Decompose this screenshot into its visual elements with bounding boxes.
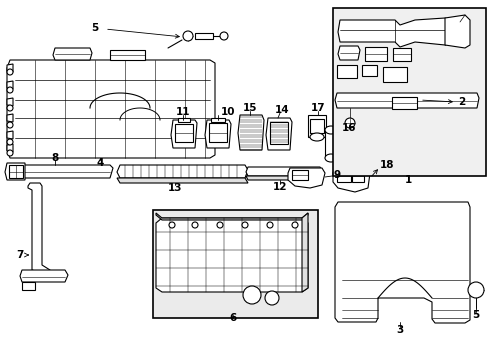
Bar: [269, 122, 287, 144]
Polygon shape: [7, 98, 13, 106]
Polygon shape: [7, 64, 13, 72]
Polygon shape: [7, 165, 113, 178]
Text: 5: 5: [471, 310, 479, 320]
Text: 13: 13: [167, 183, 182, 193]
Polygon shape: [265, 118, 291, 150]
Text: 2: 2: [457, 97, 465, 107]
Polygon shape: [334, 93, 478, 108]
Circle shape: [7, 105, 13, 111]
Text: 7: 7: [16, 250, 23, 260]
Text: 8: 8: [51, 153, 59, 163]
Polygon shape: [156, 218, 307, 292]
Polygon shape: [302, 213, 307, 292]
Ellipse shape: [309, 133, 324, 141]
Circle shape: [192, 222, 198, 228]
Polygon shape: [28, 183, 50, 278]
Circle shape: [264, 291, 279, 305]
Polygon shape: [210, 118, 224, 122]
Text: 3: 3: [396, 325, 403, 335]
Polygon shape: [204, 120, 230, 148]
Bar: [336, 65, 356, 78]
Text: 1: 1: [404, 175, 411, 185]
Circle shape: [7, 139, 13, 145]
Polygon shape: [7, 114, 13, 122]
Bar: [325, 130, 336, 158]
Text: 17: 17: [310, 103, 325, 113]
Circle shape: [217, 222, 223, 228]
Polygon shape: [20, 270, 68, 282]
Polygon shape: [117, 178, 247, 183]
Bar: [307, 115, 325, 137]
Bar: [195, 33, 213, 39]
Polygon shape: [245, 167, 321, 176]
Text: 9: 9: [332, 170, 340, 180]
Text: 4: 4: [96, 158, 103, 168]
Polygon shape: [156, 213, 307, 220]
Ellipse shape: [325, 154, 336, 162]
Polygon shape: [117, 165, 247, 178]
Text: 5: 5: [91, 23, 99, 33]
Circle shape: [7, 122, 13, 128]
Polygon shape: [337, 46, 359, 60]
Polygon shape: [5, 163, 25, 180]
Polygon shape: [334, 202, 469, 323]
Polygon shape: [110, 50, 145, 60]
Bar: [175, 124, 193, 142]
Circle shape: [7, 69, 13, 75]
Bar: [332, 8, 485, 176]
Circle shape: [183, 31, 193, 41]
Bar: [9, 165, 23, 178]
Polygon shape: [245, 176, 321, 180]
Polygon shape: [53, 48, 92, 60]
Circle shape: [242, 222, 247, 228]
Polygon shape: [7, 131, 13, 139]
Text: 18: 18: [379, 160, 394, 170]
Text: 12: 12: [272, 182, 286, 192]
Bar: [364, 47, 386, 61]
Bar: [208, 123, 226, 142]
Bar: [382, 67, 406, 82]
Polygon shape: [7, 144, 13, 152]
Circle shape: [169, 222, 175, 228]
Circle shape: [467, 282, 483, 298]
Circle shape: [220, 32, 227, 40]
Circle shape: [266, 222, 272, 228]
Polygon shape: [287, 168, 325, 188]
Text: 11: 11: [175, 107, 190, 117]
Polygon shape: [178, 118, 190, 122]
Text: 16: 16: [341, 123, 356, 133]
Polygon shape: [7, 81, 13, 89]
Circle shape: [7, 150, 13, 156]
Polygon shape: [332, 168, 369, 192]
Bar: [361, 65, 376, 76]
Polygon shape: [238, 115, 264, 150]
Bar: [291, 170, 307, 180]
Polygon shape: [171, 120, 197, 148]
Bar: [336, 170, 350, 182]
Circle shape: [345, 118, 354, 128]
Bar: [153, 210, 317, 318]
Polygon shape: [444, 15, 469, 48]
Text: 14: 14: [274, 105, 289, 115]
Circle shape: [291, 222, 297, 228]
Polygon shape: [337, 18, 459, 47]
Text: 15: 15: [242, 103, 257, 113]
Circle shape: [7, 87, 13, 93]
Bar: [351, 170, 363, 182]
Text: 10: 10: [220, 107, 235, 117]
Ellipse shape: [325, 126, 336, 134]
Text: 6: 6: [229, 313, 236, 323]
Polygon shape: [22, 282, 35, 290]
Polygon shape: [7, 60, 215, 158]
Bar: [309, 119, 324, 133]
Bar: [391, 97, 416, 109]
Circle shape: [243, 286, 261, 304]
Bar: [392, 48, 410, 61]
